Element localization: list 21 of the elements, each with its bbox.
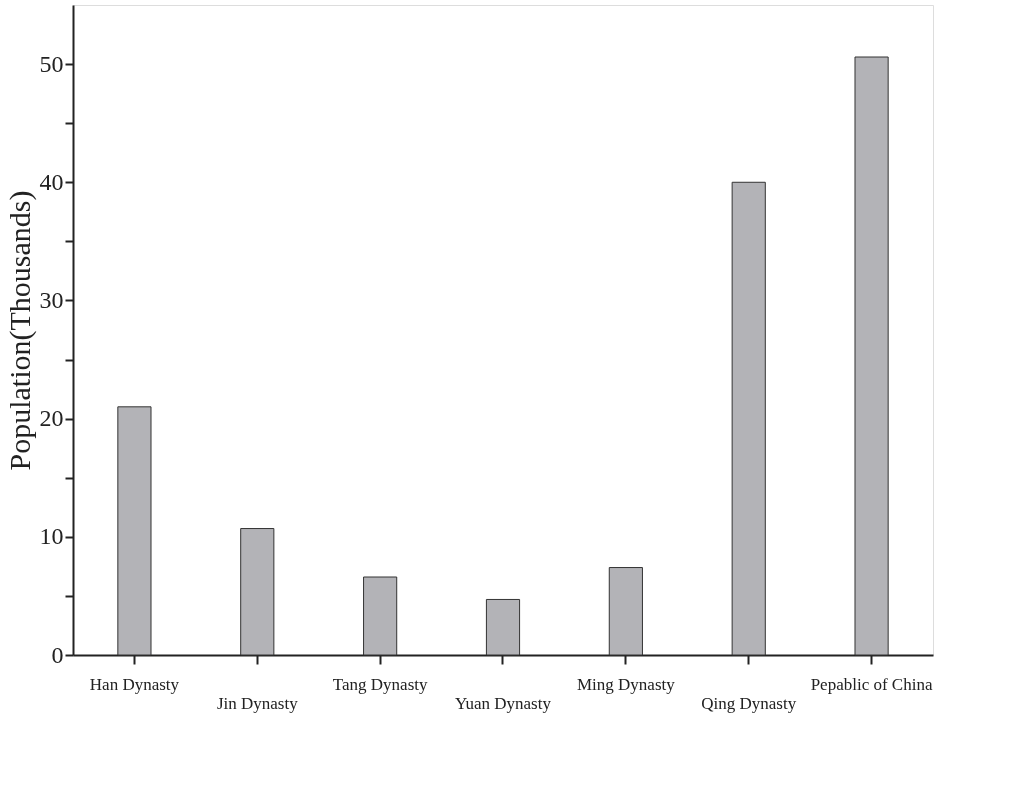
bar <box>608 567 643 656</box>
y-tick-label: 20 <box>39 405 64 432</box>
bar <box>117 406 152 656</box>
x-tick-label: Ming Dynasty <box>576 674 676 694</box>
y-tick-label: 0 <box>51 641 64 668</box>
x-tick-label: Yuan Dynasty <box>455 693 552 713</box>
bar <box>854 56 889 656</box>
bar <box>240 528 275 656</box>
x-tick-label: Pepablic of China <box>810 674 933 694</box>
x-tick-label: Qing Dynasty <box>701 693 797 713</box>
x-tick-label: Han Dynasty <box>89 674 180 694</box>
bar <box>363 576 398 656</box>
y-tick-label: 50 <box>39 50 64 77</box>
y-axis-title: Population(Thousands) <box>2 190 37 471</box>
y-tick-label: 10 <box>39 523 64 550</box>
bar <box>485 598 521 656</box>
y-tick-label: 30 <box>39 286 64 313</box>
x-tick-label: Jin Dynasty <box>216 693 299 713</box>
bar <box>731 181 766 656</box>
x-tick-label: Tang Dynasty <box>332 674 428 694</box>
y-tick-label: 40 <box>39 168 64 195</box>
